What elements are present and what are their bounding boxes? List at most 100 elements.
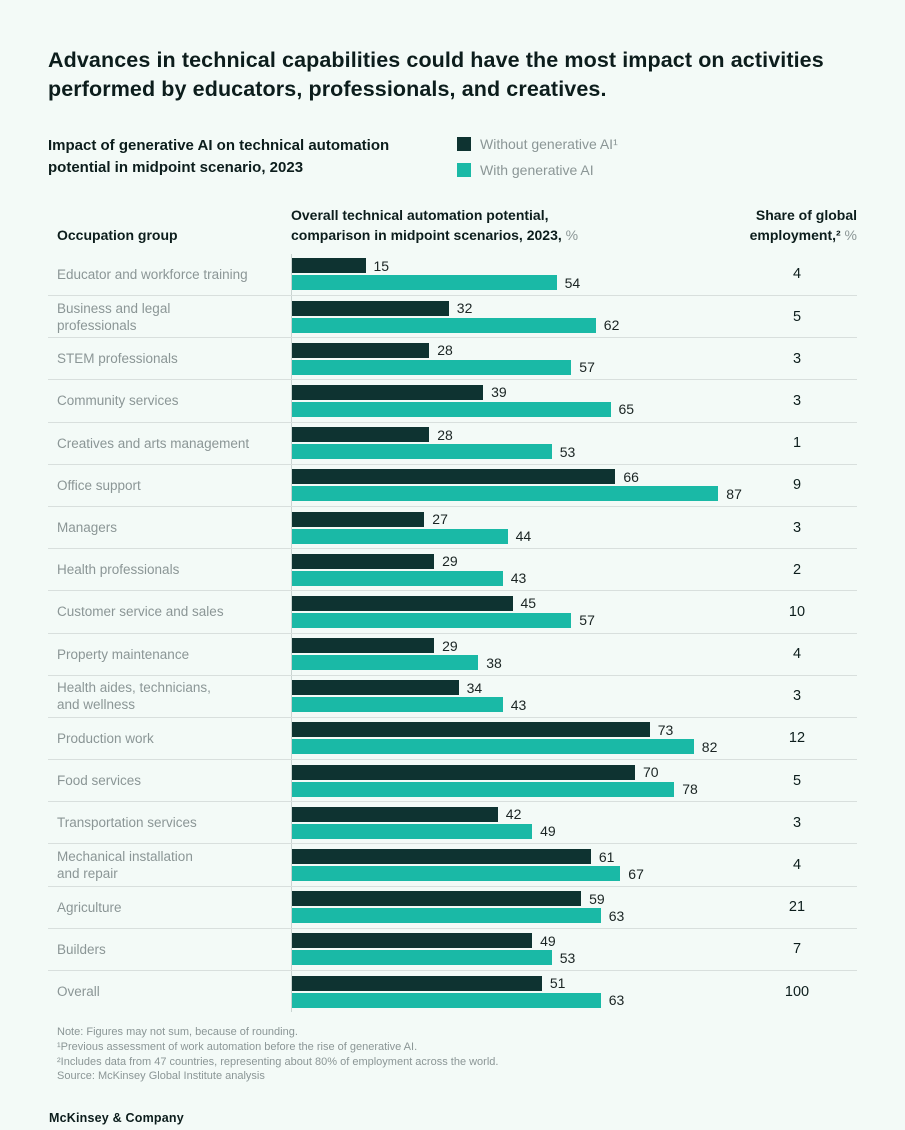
bar-value-without: 39 (491, 384, 507, 401)
table-row: Customer service and sales 45 57 10 (48, 590, 857, 633)
share-value: 3 (792, 392, 802, 409)
bar-line: 44 (292, 528, 737, 545)
occupation-label: Customer service and sales (57, 604, 224, 620)
bar-line: 53 (292, 950, 737, 966)
bar-group: 28 53 (291, 422, 737, 464)
bar-value-without: 27 (432, 511, 448, 528)
column-header-share-unit: % (844, 226, 857, 243)
bar-without-genai (292, 680, 459, 696)
bar-value-without: 70 (643, 764, 659, 781)
bar-line: 66 (292, 469, 737, 485)
bar-value-without: 61 (598, 848, 615, 865)
bar-without-genai (292, 891, 582, 907)
table-row: Creatives and arts management 28 53 1 (48, 421, 857, 464)
bar-value-with: 65 (618, 401, 635, 418)
bar-line: 43 (292, 570, 737, 586)
bar-line: 51 (292, 975, 737, 991)
bar-group: 42 49 (291, 802, 737, 844)
bar-value-with: 62 (603, 317, 620, 334)
bar-group: 66 87 (291, 464, 742, 506)
bar-line: 53 (292, 443, 737, 460)
bar-line: 29 (292, 553, 737, 569)
occupation-label: Builders (57, 941, 106, 957)
table-row: STEM professionals 28 57 3 (48, 337, 857, 380)
bar-value-with: 53 (559, 443, 576, 460)
occupation-label: Mechanical installation and repair (57, 849, 193, 882)
share-value: 3 (792, 688, 802, 705)
bar-group: 45 57 (291, 591, 737, 633)
bar-line: 54 (292, 274, 737, 291)
share-value: 3 (792, 350, 802, 367)
footnotes: Note: Figures may not sum, because of ro… (48, 1025, 857, 1084)
legend-label: With generative AI (480, 162, 594, 179)
occupation-label: Health aides, technicians, and wellness (57, 680, 211, 713)
column-header-potential-line2: comparison in midpoint scenarios, 2023, (291, 226, 562, 243)
bar-group: 27 44 (291, 506, 737, 549)
bar-group: 73 82 (291, 717, 737, 760)
bar-with-genai (292, 950, 552, 966)
bar-chart-table: Educator and workforce training 15 54 4 Busi… (48, 253, 857, 1013)
bar-line: 15 (292, 258, 737, 274)
bar-without-genai (292, 975, 542, 991)
bar-without-genai (292, 342, 430, 358)
occupation-label: Educator and workforce training (57, 266, 248, 282)
bar-value-with: 44 (515, 528, 532, 545)
share-value: 21 (788, 899, 806, 916)
bar-without-genai (292, 553, 435, 569)
chart-subtitle: Impact of generative AI on technical aut… (48, 137, 390, 176)
bar-with-genai (292, 908, 601, 924)
column-header-potential-line1: Overall technical automation potential, (291, 207, 549, 224)
share-value: 1 (792, 435, 802, 452)
bar-group: 39 65 (291, 380, 737, 422)
bar-with-genai (292, 655, 479, 671)
table-row: Mechanical installation and repair 61 67 4 (48, 843, 857, 886)
bar-value-with: 67 (628, 865, 644, 882)
bar-line: 32 (292, 300, 737, 316)
bar-value-with: 54 (564, 274, 581, 291)
bar-line: 61 (292, 848, 737, 865)
bar-value-with: 87 (726, 485, 742, 502)
bar-value-without: 28 (437, 426, 453, 443)
share-value: 12 (788, 730, 806, 747)
share-value: 10 (788, 603, 806, 620)
bar-value-with: 38 (486, 654, 502, 671)
bar-without-genai (292, 258, 366, 274)
bar-line: 65 (292, 401, 737, 418)
bar-group: 70 78 (291, 760, 737, 802)
bar-line: 57 (292, 612, 737, 628)
bar-group: 29 38 (291, 633, 737, 675)
bar-value-with: 82 (701, 738, 718, 755)
legend-swatch-dark-icon (457, 137, 471, 152)
bar-value-with: 63 (608, 992, 625, 1009)
bar-with-genai (292, 866, 621, 882)
share-value: 3 (792, 814, 802, 831)
occupation-label: STEM professionals (57, 351, 178, 367)
bar-with-genai (292, 401, 611, 417)
bar-value-without: 34 (466, 679, 483, 696)
table-row: Transportation services 42 49 3 (48, 801, 857, 844)
bar-without-genai (292, 427, 430, 443)
bar-line: 49 (292, 823, 737, 839)
share-value: 2 (792, 561, 802, 578)
occupation-label: Community services (57, 393, 179, 409)
bar-value-without: 73 (657, 721, 674, 738)
bar-line: 63 (292, 992, 737, 1009)
bar-line: 70 (292, 764, 737, 781)
occupation-label: Transportation services (57, 815, 197, 831)
column-header-share-line2: employment,² (749, 226, 841, 243)
bar-with-genai (292, 359, 572, 375)
column-header-share: Share of global employment,² % (737, 206, 857, 245)
table-row: Health aides, technicians, and wellness 3… (48, 674, 857, 717)
bar-group: 59 63 (291, 886, 737, 928)
share-value: 4 (792, 266, 802, 283)
bar-without-genai (292, 722, 650, 738)
table-row: Managers 27 44 3 (48, 505, 857, 549)
legend-item-without-genai: Without generative AI¹ (457, 136, 618, 152)
table-header: Occupation group Overall technical autom… (48, 206, 857, 254)
bar-with-genai (292, 781, 675, 797)
bar-with-genai (292, 697, 503, 713)
table-row: Office support 66 87 9 (48, 463, 857, 506)
note-line: Note: Figures may not sum, because of ro… (57, 1026, 298, 1039)
bar-with-genai (292, 486, 719, 502)
